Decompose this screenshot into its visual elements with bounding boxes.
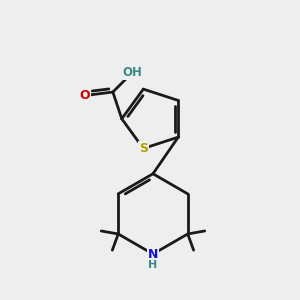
Text: OH: OH xyxy=(123,66,143,79)
Text: H: H xyxy=(148,260,158,270)
Text: S: S xyxy=(139,142,148,155)
Text: N: N xyxy=(148,248,158,260)
Text: O: O xyxy=(79,88,90,101)
